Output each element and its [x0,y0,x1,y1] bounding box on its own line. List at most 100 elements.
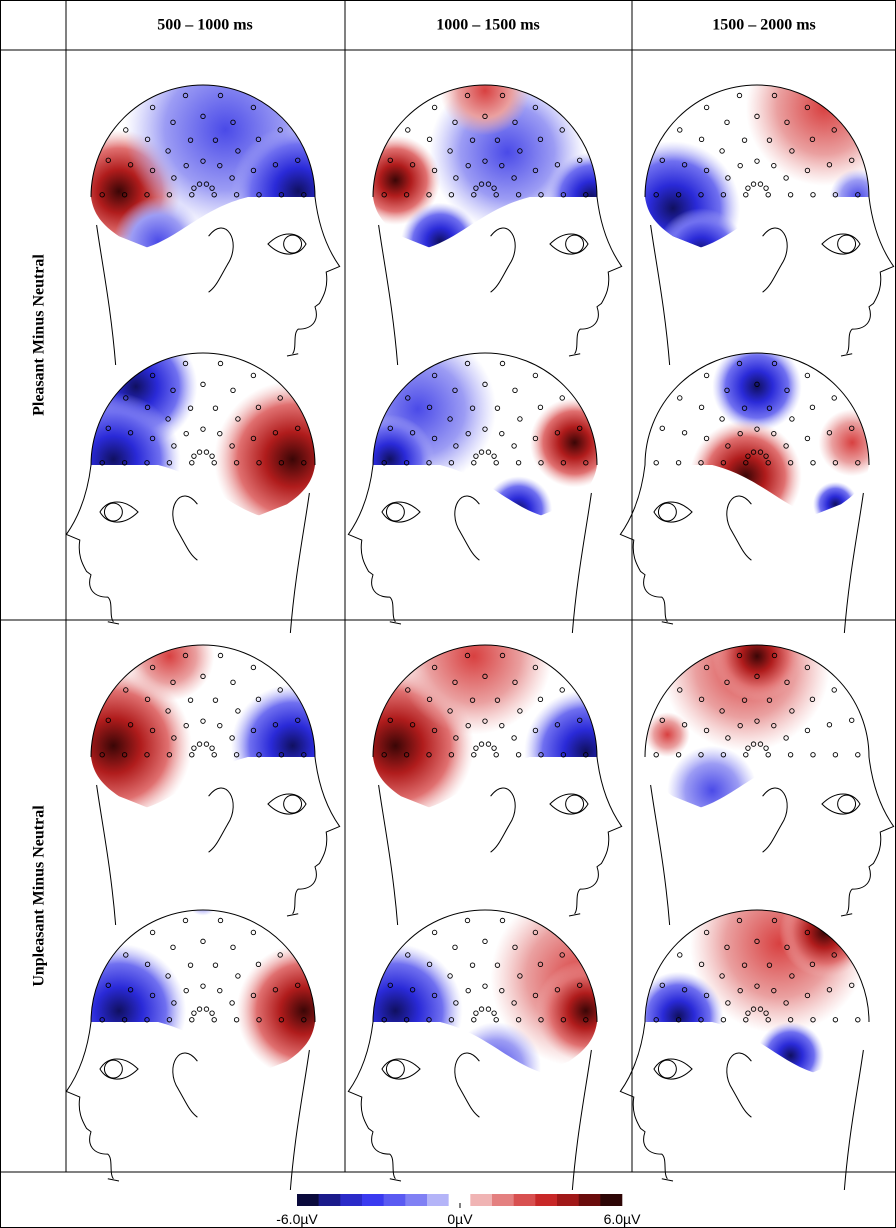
electrode [99,1017,105,1023]
ear [762,227,788,293]
electrode [149,727,156,734]
electrode [787,192,794,198]
potential-blob [712,644,802,701]
ear [762,787,788,853]
electrode [810,1017,816,1023]
electrode [171,443,177,449]
electrode [448,1017,455,1023]
colorbar-label: -6.0µV [276,1211,318,1227]
face-outline [286,196,341,357]
electrode [149,372,156,379]
scalp-outline [372,644,598,758]
scalp-colors [644,84,870,248]
ear [172,1052,198,1118]
electrode [203,449,210,455]
colorbar-swatch [318,1194,341,1206]
potential-blob [656,208,746,248]
electrode [577,982,583,988]
electrode [250,104,257,111]
head-map [644,644,895,926]
colorbar-swatch [448,1194,471,1206]
electrode [653,192,659,198]
pupil [283,794,303,814]
eye [381,501,421,523]
electrode [653,752,659,758]
electrode [532,372,539,379]
electrode [217,652,224,659]
electrode [187,405,194,411]
electrode [278,752,285,758]
electrode [538,752,544,758]
electrode [255,961,262,968]
electrode [301,192,307,198]
electrode [387,157,393,163]
electrode [381,192,387,198]
electrode [675,1017,682,1023]
scalp-outline [90,909,316,1023]
electrode [235,973,241,979]
electrode [171,735,177,741]
electrode [464,360,471,367]
electrode [703,929,710,936]
electrode [754,113,760,120]
electrode [681,987,688,993]
electrode [681,162,688,168]
electrode [189,752,195,758]
electrode [200,381,206,388]
potential-blob [124,644,215,701]
electrode [482,718,488,724]
electrode [229,175,235,181]
electrode [217,430,223,437]
electrode [229,443,235,449]
electrode [681,430,688,436]
face-outline [65,1021,120,1182]
potential-blob [818,408,870,477]
electrode [499,652,506,659]
electrode [230,387,236,394]
electrode [471,460,477,466]
electrode [217,987,223,994]
electrode [166,1017,173,1023]
electrode [255,404,262,411]
electrode [485,1006,492,1012]
colorbar-label: 6.0µV [604,1211,642,1227]
electrode [183,162,189,169]
electrode [403,192,410,198]
electrode [532,435,539,442]
neck-outline [289,492,310,634]
colorbar-swatch [362,1194,384,1206]
electrode [426,136,433,143]
electrode [771,430,777,437]
pupil [103,1059,123,1079]
column-header: 500 – 1000 ms [157,17,253,34]
electrode [559,127,565,133]
electrode [473,185,479,191]
electrode [170,387,176,394]
electrode [166,192,173,198]
electrode [482,673,488,680]
electrode [560,1017,567,1023]
electrode [766,697,773,703]
electrode [149,664,156,671]
electrode [554,722,561,728]
face-outline [619,464,674,625]
electrode [763,453,769,459]
electrode [698,404,705,411]
electrode [743,192,749,198]
pupil [283,234,303,254]
electrode [144,192,150,198]
electrode [512,944,518,951]
electrode [804,929,811,936]
scalp-colors [90,84,316,248]
electrode [448,752,455,758]
electrode [750,741,757,747]
electrode [250,727,257,734]
colorbar-swatch [557,1194,579,1206]
potential-blob [113,197,203,248]
electrode [482,158,488,164]
head-map [372,84,623,366]
electrode [736,360,743,367]
potential-blob [372,943,463,1073]
face-outline [840,756,895,917]
electrode [381,1017,387,1023]
